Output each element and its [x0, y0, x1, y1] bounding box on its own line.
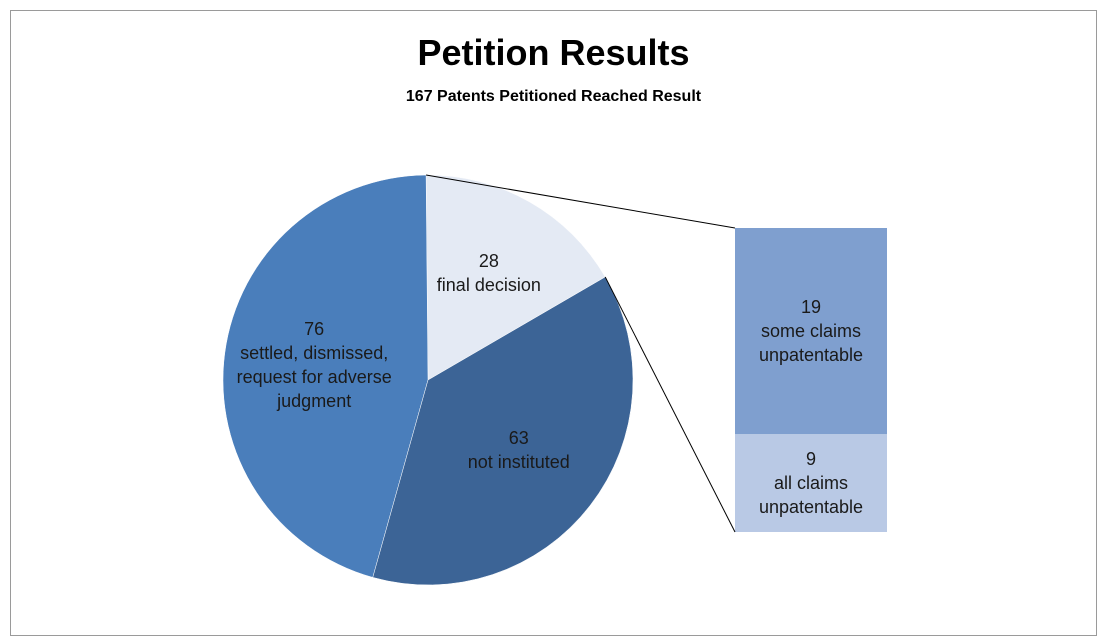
connector-line	[604, 276, 736, 533]
pie-slice	[425, 174, 606, 381]
chart-title: Petition Results	[417, 32, 690, 73]
data-label: 63 not instituted	[429, 426, 609, 474]
bar-segment	[735, 434, 887, 532]
category-label: all claims unpatentable	[758, 473, 864, 518]
value-label: 76	[304, 318, 325, 339]
value-label: 28	[478, 251, 499, 272]
data-label: 9 all claims unpatentable	[735, 447, 887, 519]
data-label: 19 some claims unpatentable	[735, 295, 887, 367]
category-label: not instituted	[467, 452, 570, 473]
chart-subtitle: 167 Patents Petitioned Reached Result	[405, 88, 702, 105]
pie-slice	[222, 174, 429, 578]
category-label: settled, dismissed, request for adverse …	[236, 342, 392, 411]
pie-slice	[372, 276, 634, 586]
category-label: some claims unpatentable	[758, 321, 864, 366]
value-label: 9	[805, 449, 816, 470]
value-label: 63	[508, 428, 529, 449]
bar-segment	[735, 228, 887, 435]
category-label: final decision	[436, 275, 541, 296]
data-label: 28 final decision	[424, 249, 554, 297]
value-label: 19	[800, 297, 822, 318]
connector-line	[425, 174, 736, 229]
data-label: 76 settled, dismissed, request for advers…	[224, 317, 404, 413]
